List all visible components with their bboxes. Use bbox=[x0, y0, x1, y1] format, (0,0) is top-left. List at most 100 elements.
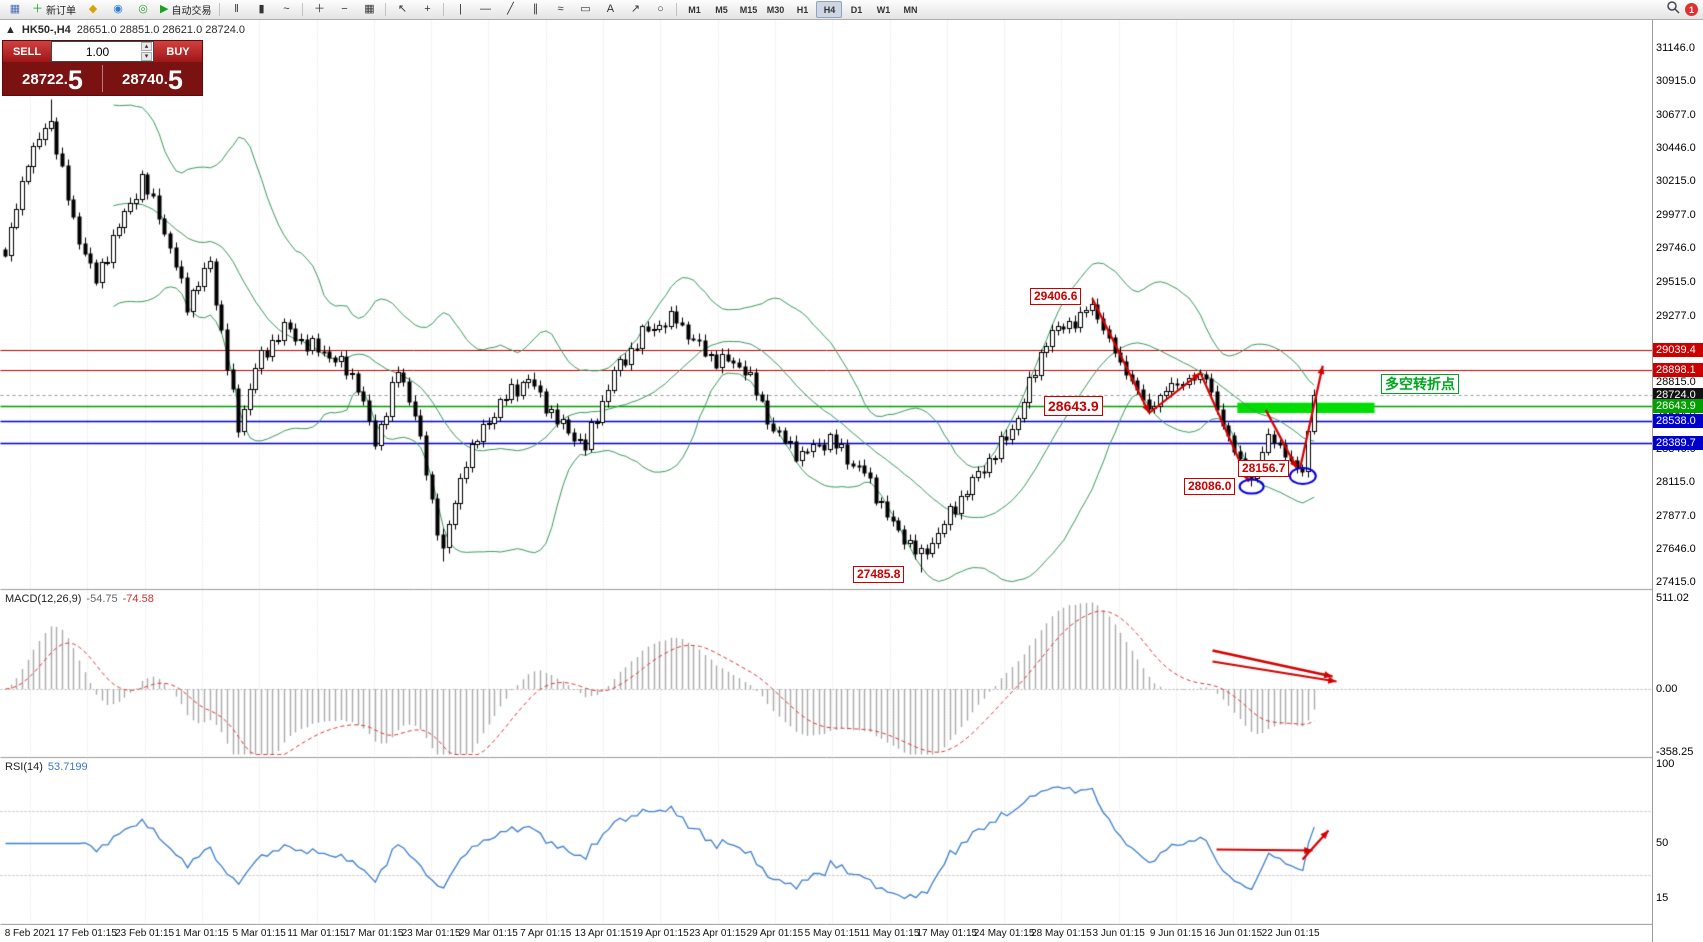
timeframe-m1-button[interactable]: M1 bbox=[688, 4, 701, 15]
sell-price[interactable]: 28722. 5 bbox=[3, 62, 102, 95]
main-toolbar: ▦ ＋新订单 ◆ ◉ ◎ ▶ 自动交易 ‖ ▮ ~ ＋ − ▦ ↖ + | — ╱ ∥ ≈ ▭ A ↗ ○ M1 M5 M15 M30… bbox=[0, 0, 1703, 20]
time-label: 1 Mar 01:15 bbox=[175, 928, 229, 939]
time-label: 23 Mar 01:15 bbox=[401, 928, 461, 939]
timeframe-m15-button[interactable]: M15 bbox=[739, 4, 758, 15]
horizontal-line-button[interactable]: — bbox=[473, 1, 497, 19]
candle-chart-mode-icon: ▮ bbox=[258, 3, 265, 15]
macd-name: MACD(12,26,9) bbox=[5, 593, 82, 605]
rsi-axis-label: 50 bbox=[1656, 837, 1669, 849]
chart-canvas[interactable] bbox=[0, 20, 1652, 925]
price-annotation: 28643.9 bbox=[1044, 396, 1103, 417]
timeframe-h1-button[interactable]: H1 bbox=[796, 4, 809, 15]
bar-chart-mode-button[interactable]: ‖ bbox=[224, 1, 248, 19]
time-label: 28 May 01:15 bbox=[1031, 928, 1092, 939]
time-label: 17 Mar 01:15 bbox=[344, 928, 404, 939]
auto-trading-icon: ▶ bbox=[160, 3, 169, 15]
auto-trading-button[interactable]: ▶ 自动交易 bbox=[156, 1, 215, 19]
toolbar-separator bbox=[676, 3, 678, 16]
new-chart-icon: ▦ bbox=[9, 3, 21, 15]
fibonacci-button[interactable]: ≈ bbox=[548, 1, 572, 19]
volume-down-button[interactable]: ▾ bbox=[141, 52, 152, 61]
time-label: 11 Mar 01:15 bbox=[287, 928, 346, 939]
macd-axis-label: 511.02 bbox=[1656, 591, 1689, 604]
new-order-button[interactable]: ＋新订单 bbox=[28, 1, 80, 19]
sell-price-big-digit: 5 bbox=[67, 65, 83, 95]
line-chart-mode-icon: ~ bbox=[283, 3, 290, 15]
timeframe-w1-button[interactable]: W1 bbox=[876, 4, 891, 15]
time-label: 8 Feb 2021 bbox=[4, 928, 56, 939]
indicators-button[interactable]: ◆ bbox=[81, 1, 105, 19]
new-chart-button[interactable]: ▦ bbox=[3, 1, 27, 19]
price-tick: 29977.0 bbox=[1656, 209, 1696, 222]
price-tick: 30677.0 bbox=[1656, 109, 1696, 122]
macd-axis-label: -358.25 bbox=[1656, 745, 1694, 758]
time-label: 29 Mar 01:15 bbox=[458, 928, 518, 939]
price-annotation: 28156.7 bbox=[1238, 460, 1290, 478]
sell-price-base: 28722. bbox=[22, 71, 68, 88]
cycle-lines-button[interactable]: ○ bbox=[648, 1, 672, 19]
toolbar-right: 1 bbox=[1666, 0, 1700, 19]
cursor-button[interactable]: ↖ bbox=[390, 1, 414, 19]
chart-workspace: 31146.0 30915.0 30677.0 30446.0 30215.0 29977… bbox=[0, 20, 1703, 942]
price-tick: 29515.0 bbox=[1656, 275, 1696, 288]
vertical-line-button[interactable]: | bbox=[448, 1, 472, 19]
shapes-button[interactable]: ▭ bbox=[573, 1, 597, 19]
vertical-line-icon: | bbox=[459, 3, 462, 15]
sell-button[interactable]: SELL bbox=[3, 41, 51, 62]
price-tick: 30915.0 bbox=[1656, 75, 1696, 88]
buy-price-big-digit: 5 bbox=[167, 65, 183, 95]
candle-chart-mode-button[interactable]: ▮ bbox=[249, 1, 273, 19]
crosshair-button[interactable]: + bbox=[415, 1, 439, 19]
time-label: 23 Feb 01:15 bbox=[115, 928, 175, 939]
timeframe-h4-button[interactable]: H4 bbox=[816, 1, 843, 18]
text-button[interactable]: A bbox=[598, 1, 622, 19]
price-tick: 30215.0 bbox=[1656, 175, 1696, 188]
toolbar-separator bbox=[302, 3, 304, 16]
toolbar-separator bbox=[219, 3, 221, 16]
timeframe-m30-button[interactable]: M30 bbox=[766, 4, 785, 15]
time-label: 11 May 01:15 bbox=[859, 928, 920, 939]
timeframe-mn-button[interactable]: MN bbox=[903, 4, 918, 15]
zoom-in-icon: ＋ bbox=[313, 3, 325, 15]
channel-button[interactable]: ∥ bbox=[523, 1, 547, 19]
fibonacci-icon: ≈ bbox=[557, 3, 564, 15]
ohlc-values: 28651.0 28851.0 28621.0 28724.0 bbox=[76, 24, 246, 36]
price-tick: 29277.0 bbox=[1656, 309, 1696, 322]
time-label: 9 Jun 01:15 bbox=[1149, 928, 1203, 939]
volume-up-button[interactable]: ▴ bbox=[141, 42, 152, 51]
zoom-out-icon: − bbox=[341, 3, 348, 15]
auto-trading-label: 自动交易 bbox=[171, 6, 212, 17]
price-axis[interactable]: 31146.0 30915.0 30677.0 30446.0 30215.0 29977… bbox=[1652, 20, 1703, 942]
zoom-out-button[interactable]: − bbox=[332, 1, 356, 19]
collapse-triangle-icon[interactable]: ▲ bbox=[5, 24, 16, 36]
trendline-button[interactable]: ╱ bbox=[498, 1, 522, 19]
price-badge: 28724.0 bbox=[1653, 387, 1703, 402]
timeframe-d1-button[interactable]: D1 bbox=[850, 4, 863, 15]
arrow-objects-button[interactable]: ↗ bbox=[623, 1, 647, 19]
time-label: 29 Apr 01:15 bbox=[746, 928, 804, 939]
crosshair-icon: + bbox=[424, 3, 431, 15]
data-window-icon: ◎ bbox=[138, 3, 148, 15]
notification-badge[interactable]: 1 bbox=[1685, 3, 1698, 16]
buy-price-base: 28740. bbox=[122, 71, 168, 88]
buy-price[interactable]: 28740. 5 bbox=[103, 62, 202, 95]
buy-button[interactable]: BUY bbox=[154, 41, 202, 62]
volume-input[interactable] bbox=[52, 43, 153, 60]
time-axis[interactable]: 8 Feb 2021 17 Feb 01:15 23 Feb 01:15 1 Mar … bbox=[0, 925, 1652, 942]
timeframe-m5-button[interactable]: M5 bbox=[715, 4, 728, 15]
tile-windows-icon: ▦ bbox=[364, 3, 375, 15]
price-badge: 29039.4 bbox=[1653, 342, 1703, 357]
new-order-icon: ＋ bbox=[32, 3, 43, 15]
tile-windows-button[interactable]: ▦ bbox=[357, 1, 381, 19]
zoom-in-button[interactable]: ＋ bbox=[307, 1, 331, 19]
chart-title: ▲ HK50-,H4 28651.0 28851.0 28621.0 28724… bbox=[5, 24, 245, 36]
arrow-objects-icon: ↗ bbox=[630, 3, 641, 15]
data-window-button[interactable]: ◎ bbox=[131, 1, 155, 19]
search-icon[interactable] bbox=[1666, 0, 1680, 19]
line-chart-mode-button[interactable]: ~ bbox=[274, 1, 298, 19]
time-label: 17 May 01:15 bbox=[916, 928, 978, 939]
time-label: 17 Feb 01:15 bbox=[57, 928, 117, 939]
price-tick: 27646.0 bbox=[1656, 543, 1696, 556]
chart-profiles-button[interactable]: ◉ bbox=[106, 1, 130, 19]
time-label: 23 Apr 01:15 bbox=[689, 928, 746, 939]
